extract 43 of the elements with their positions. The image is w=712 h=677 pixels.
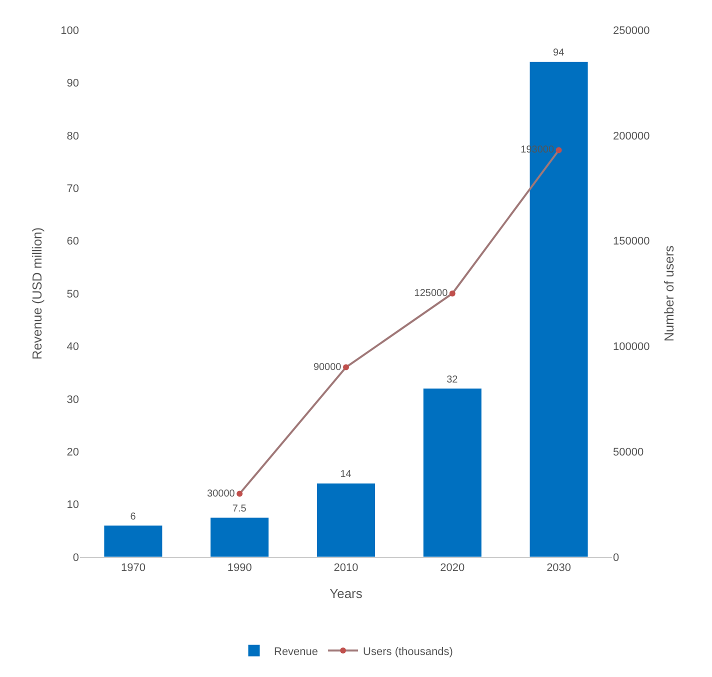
point [556,147,562,154]
y-tick-label: 10 [66,499,79,512]
data-label: 94 [553,48,565,59]
y2-tick-label: 250000 [613,24,650,37]
y-tick-label: 50 [66,288,79,300]
y-tick-label: 0 [72,552,79,564]
data-label: 6 [130,511,136,522]
y-tick-label: 30 [66,394,79,406]
x-tick-label: 1990 [227,562,252,574]
bar [210,517,270,557]
x-tick-label: 2030 [546,562,572,574]
y2-tick-label: 50000 [613,446,644,458]
legend-label: Users (thousands) [363,646,453,658]
x-axis-title: Years [330,586,363,601]
point [236,490,243,497]
y-tick-label: 20 [66,446,79,458]
y2-axis-title: Number of users [661,244,676,342]
y2-tick-label: 150000 [613,236,650,248]
legend-label: Revenue [274,646,318,658]
data-label: 30000 [207,488,236,500]
data-label: 7.5 [232,503,247,514]
y-tick-label: 90 [66,78,79,90]
y-tick-label: 40 [66,341,79,354]
x-tick-label: 2010 [334,562,358,574]
y2-tick-label: 0 [613,552,620,564]
x-tick-label: 2020 [440,562,465,574]
y2-tick-label: 100000 [613,341,650,354]
bar [104,525,163,557]
x-tick-label: 1970 [120,562,146,574]
point [343,364,349,370]
data-label: 90000 [313,362,342,373]
y-tick-label: 70 [66,182,79,195]
data-label: 14 [340,469,352,480]
point [449,290,456,296]
y-axis-title: Revenue (USD million) [30,227,45,360]
bar [316,482,376,557]
y-tick-label: 100 [60,24,79,37]
data-label: 125000 [414,288,448,299]
bar [422,388,482,557]
y2-tick-label: 200000 [613,130,650,142]
y-tick-label: 80 [66,130,79,142]
y-tick-label: 60 [66,236,79,248]
data-label: 32 [446,374,458,386]
